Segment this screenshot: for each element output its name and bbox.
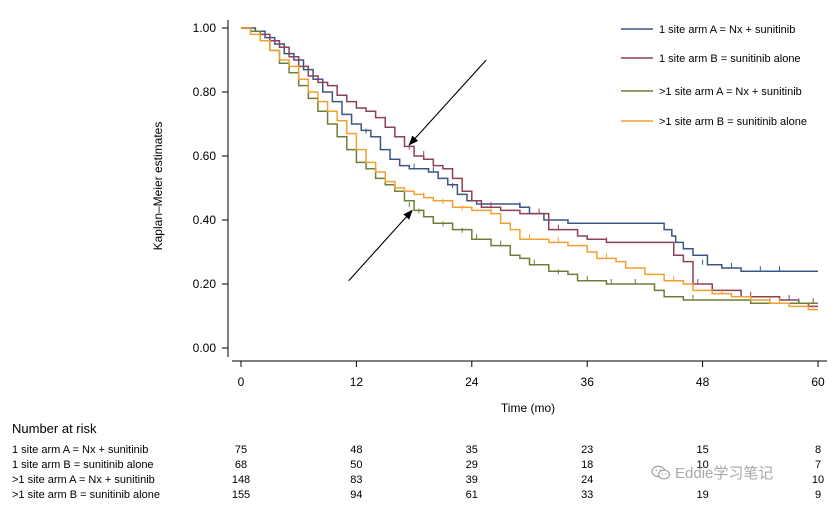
legend-label: >1 site arm B = sunitinib alone bbox=[659, 116, 807, 128]
y-tick-label: 0.80 bbox=[193, 85, 217, 99]
risk-value: 48 bbox=[350, 444, 363, 456]
series-line-2 bbox=[241, 27, 818, 308]
risk-value: 35 bbox=[465, 444, 478, 456]
risk-value: 39 bbox=[465, 474, 478, 486]
risk-value: 50 bbox=[350, 459, 363, 471]
risk-value: 24 bbox=[581, 474, 594, 486]
x-tick-label: 48 bbox=[696, 375, 710, 389]
wechat-icon bbox=[651, 465, 671, 480]
series-line-4 bbox=[241, 27, 818, 311]
risk-value: 15 bbox=[696, 444, 709, 456]
risk-value: 83 bbox=[350, 474, 363, 486]
y-tick-label: 1.00 bbox=[193, 21, 217, 35]
risk-table-row: 1 site arm B = sunitinib alone 68 50 29 18 10… bbox=[0, 459, 838, 474]
series-line-1 bbox=[241, 27, 818, 272]
legend-label: 1 site arm B = sunitinib alone bbox=[659, 53, 801, 65]
risk-value: 29 bbox=[465, 459, 478, 471]
x-tick-label: 60 bbox=[811, 375, 825, 389]
y-tick-label: 0.20 bbox=[193, 277, 217, 291]
risk-row-label: 1 site arm B = sunitinib alone bbox=[12, 459, 154, 471]
risk-row-label: >1 site arm A = Nx + sunitinib bbox=[12, 474, 155, 486]
x-tick-label: 24 bbox=[465, 375, 479, 389]
risk-value: 33 bbox=[581, 489, 594, 501]
risk-value: 8 bbox=[814, 444, 822, 456]
risk-value: 10 bbox=[811, 474, 825, 486]
risk-value: 94 bbox=[350, 489, 363, 501]
y-tick-label: 0.60 bbox=[193, 149, 217, 163]
risk-row-label: 1 site arm A = Nx + sunitinib bbox=[12, 444, 149, 456]
legend-label: 1 site arm A = Nx + sunitinib bbox=[659, 24, 795, 36]
watermark-text: Eddie学习笔记 bbox=[675, 465, 774, 482]
risk-value: 61 bbox=[465, 489, 478, 501]
risk-value: 9 bbox=[814, 489, 822, 501]
watermark: Eddie学习笔记 bbox=[651, 462, 773, 483]
x-tick-label: 0 bbox=[238, 375, 245, 389]
y-axis-label: Kaplan–Meier estimates bbox=[151, 122, 165, 251]
annotation-arrow-2 bbox=[348, 209, 413, 282]
y-tick-label: 0.40 bbox=[193, 213, 217, 227]
risk-value: 19 bbox=[696, 489, 709, 501]
risk-table-row: 1 site arm A = Nx + sunitinib 75 48 35 23 15 8 bbox=[0, 444, 838, 459]
series-line-3 bbox=[241, 27, 818, 304]
risk-value: 68 bbox=[234, 459, 248, 471]
risk-value: 148 bbox=[231, 474, 251, 486]
annotation-arrow-1 bbox=[408, 59, 487, 146]
risk-value: 7 bbox=[814, 459, 822, 471]
risk-row-label: >1 site arm B = sunitinib alone bbox=[12, 489, 160, 501]
km-chart: 0.00 0.20 0.40 0.60 0.80 1.00 0 12 24 36 48 60 Kapl… bbox=[151, 20, 827, 415]
x-tick-label: 36 bbox=[581, 375, 595, 389]
risk-value: 155 bbox=[231, 489, 251, 501]
risk-table-row: >1 site arm A = Nx + sunitinib 148 83 39 24 1… bbox=[0, 474, 838, 489]
x-axis-label: Time (mo) bbox=[501, 401, 555, 415]
legend: 1 site arm A = Nx + sunitinib 1 site arm … bbox=[621, 24, 807, 128]
risk-value: 75 bbox=[234, 444, 248, 456]
risk-value: 10 bbox=[696, 459, 709, 471]
risk-value: 23 bbox=[581, 444, 594, 456]
legend-label: >1 site arm A = Nx + sunitinib bbox=[659, 86, 802, 98]
risk-value: 18 bbox=[581, 459, 594, 471]
y-tick-label: 0.00 bbox=[193, 341, 217, 355]
plot-area: 0.00 0.20 0.40 0.60 0.80 1.00 0 12 24 36 48 60 bbox=[193, 20, 827, 389]
risk-table-row: >1 site arm B = sunitinib alone 155 94 61 33… bbox=[0, 489, 838, 504]
x-tick-label: 12 bbox=[350, 375, 364, 389]
risk-table-title: Number at risk bbox=[12, 421, 97, 436]
